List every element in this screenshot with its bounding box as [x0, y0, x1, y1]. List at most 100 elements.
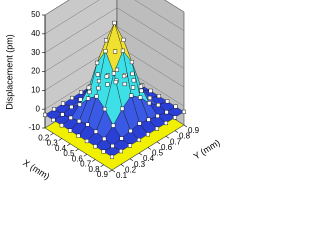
data-point	[127, 143, 132, 148]
data-point	[128, 128, 133, 133]
data-point	[131, 78, 136, 83]
data-point	[84, 139, 89, 144]
data-point	[155, 113, 160, 118]
data-point	[105, 82, 110, 87]
data-point	[95, 72, 100, 77]
x-tick-label: 0.2	[38, 133, 50, 142]
z-tick-label: 50	[31, 10, 40, 19]
z-tick-label: 0	[36, 104, 41, 113]
data-point	[85, 122, 90, 127]
y-tick-label: 0.5	[152, 149, 164, 158]
data-point	[68, 115, 73, 120]
data-point	[136, 137, 141, 142]
data-point	[52, 107, 57, 112]
data-point	[138, 95, 143, 100]
data-point	[94, 94, 99, 99]
y-tick-label: 0.4	[143, 154, 155, 163]
data-point	[96, 86, 101, 91]
data-point	[109, 154, 114, 159]
data-point	[118, 149, 123, 154]
data-point	[93, 129, 98, 134]
data-point	[181, 109, 186, 114]
y-tick	[174, 130, 179, 133]
z-tick-label: 10	[31, 85, 40, 94]
data-point	[86, 96, 91, 101]
y-tick	[165, 136, 170, 139]
x-tick	[75, 148, 79, 152]
data-point	[165, 99, 170, 104]
x-tick	[66, 143, 71, 146]
data-point	[78, 97, 83, 102]
data-point	[114, 67, 119, 72]
data-point	[77, 102, 82, 107]
data-point	[130, 71, 135, 76]
data-point	[154, 126, 159, 131]
data-point	[119, 136, 124, 141]
data-point	[122, 74, 127, 79]
data-point	[102, 136, 107, 141]
z-axis-label: Displacement (pm)	[4, 34, 14, 110]
x-tick-label: 0.3	[47, 139, 59, 148]
x-tick-label: 0.9	[97, 170, 109, 179]
data-point	[86, 85, 91, 90]
data-point	[164, 110, 169, 115]
z-tick-label: 20	[31, 67, 40, 76]
data-point	[87, 89, 92, 94]
data-point	[77, 119, 82, 124]
chart: Displacement (pm) X (mm) Y (mm) -10 0 10 20…	[4, 0, 222, 182]
x-tick	[50, 133, 54, 136]
data-point	[163, 121, 168, 126]
data-point	[95, 60, 100, 65]
y-tick	[156, 141, 161, 145]
y-tick-label: 0.1	[116, 171, 128, 180]
data-point	[61, 101, 66, 106]
x-tick-label: 0.7	[80, 160, 92, 169]
data-point	[145, 132, 150, 137]
data-point	[131, 85, 136, 90]
x-tick	[92, 159, 96, 162]
data-point	[104, 38, 109, 43]
data-point	[112, 20, 117, 25]
data-point	[68, 128, 73, 133]
data-point	[96, 79, 101, 84]
y-tick-label: 0.2	[125, 165, 137, 174]
x-tick	[58, 138, 62, 141]
data-point	[173, 104, 178, 109]
data-point	[139, 88, 144, 93]
data-point	[78, 90, 83, 95]
y-tick	[183, 124, 188, 128]
data-point	[146, 117, 151, 122]
y-tick	[147, 147, 152, 150]
data-point	[69, 95, 74, 100]
y-axis-label: Y (mm)	[192, 137, 222, 161]
x-tick	[100, 164, 104, 167]
data-point	[111, 123, 116, 128]
x-tick	[108, 169, 113, 173]
data-point	[172, 115, 177, 120]
y-tick-label: 0.7	[170, 137, 182, 146]
x-tick-label: 0.5	[63, 149, 75, 158]
data-point	[43, 112, 48, 117]
data-point	[138, 84, 143, 89]
grid-line	[44, 26, 185, 72]
data-point	[60, 112, 65, 117]
data-point	[113, 49, 118, 54]
data-point	[110, 143, 115, 148]
x-tick	[83, 154, 88, 157]
y-tick-label: 0.3	[134, 160, 146, 169]
data-point	[51, 118, 56, 123]
data-point	[76, 133, 81, 138]
data-point	[120, 48, 125, 53]
data-point	[113, 80, 118, 85]
data-point	[59, 123, 64, 128]
data-point	[122, 82, 127, 87]
data-point	[93, 144, 98, 149]
data-point	[129, 60, 134, 65]
data-point	[147, 101, 152, 106]
grid-line	[44, 0, 185, 35]
data-point	[156, 103, 161, 108]
data-point	[129, 93, 134, 98]
y-tick	[138, 152, 143, 156]
y-tick	[129, 158, 134, 161]
x-tick-label: 0.6	[72, 154, 84, 163]
